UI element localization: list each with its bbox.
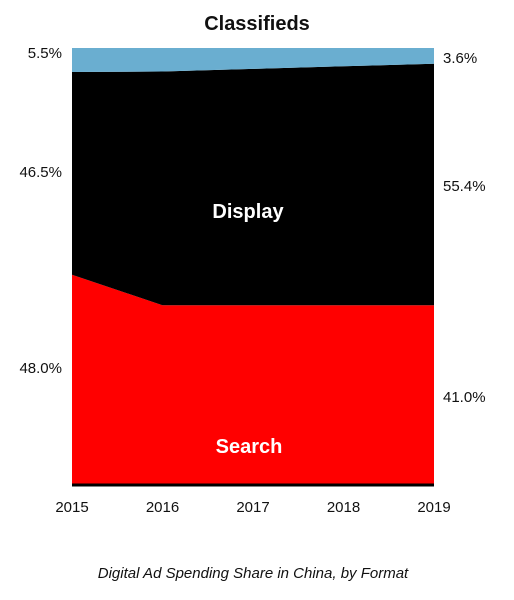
series-label-search: Search: [216, 436, 283, 458]
start-value-label-display: 46.5%: [19, 164, 62, 181]
series-name-labels: Search Display Classifieds: [204, 13, 310, 458]
start-value-label-classifieds: 5.5%: [28, 45, 62, 62]
end-value-label-search: 41.0%: [443, 389, 486, 406]
start-value-label-search: 48.0%: [19, 360, 62, 377]
series-label-display: Display: [212, 201, 284, 223]
x-tick-label: 2017: [236, 499, 269, 516]
x-tick-label: 2019: [417, 499, 450, 516]
end-value-label-classifieds: 3.6%: [443, 50, 477, 67]
x-tick-label: 2015: [55, 499, 88, 516]
x-tick-label: 2016: [146, 499, 179, 516]
x-axis-tick-labels: 2015 2016 2017 2018 2019: [55, 499, 450, 516]
area-layer: [72, 48, 434, 484]
x-tick-label: 2018: [327, 499, 360, 516]
end-value-label-display: 55.4%: [443, 178, 486, 195]
area-search: [72, 274, 434, 484]
area-display: [72, 63, 434, 306]
area-classifieds: [72, 48, 434, 72]
data-value-labels: 48.0% 46.5% 5.5% 41.0% 55.4% 3.6%: [19, 45, 485, 406]
chart-caption: Digital Ad Spending Share in China, by F…: [98, 565, 409, 582]
series-label-classifieds: Classifieds: [204, 13, 310, 35]
